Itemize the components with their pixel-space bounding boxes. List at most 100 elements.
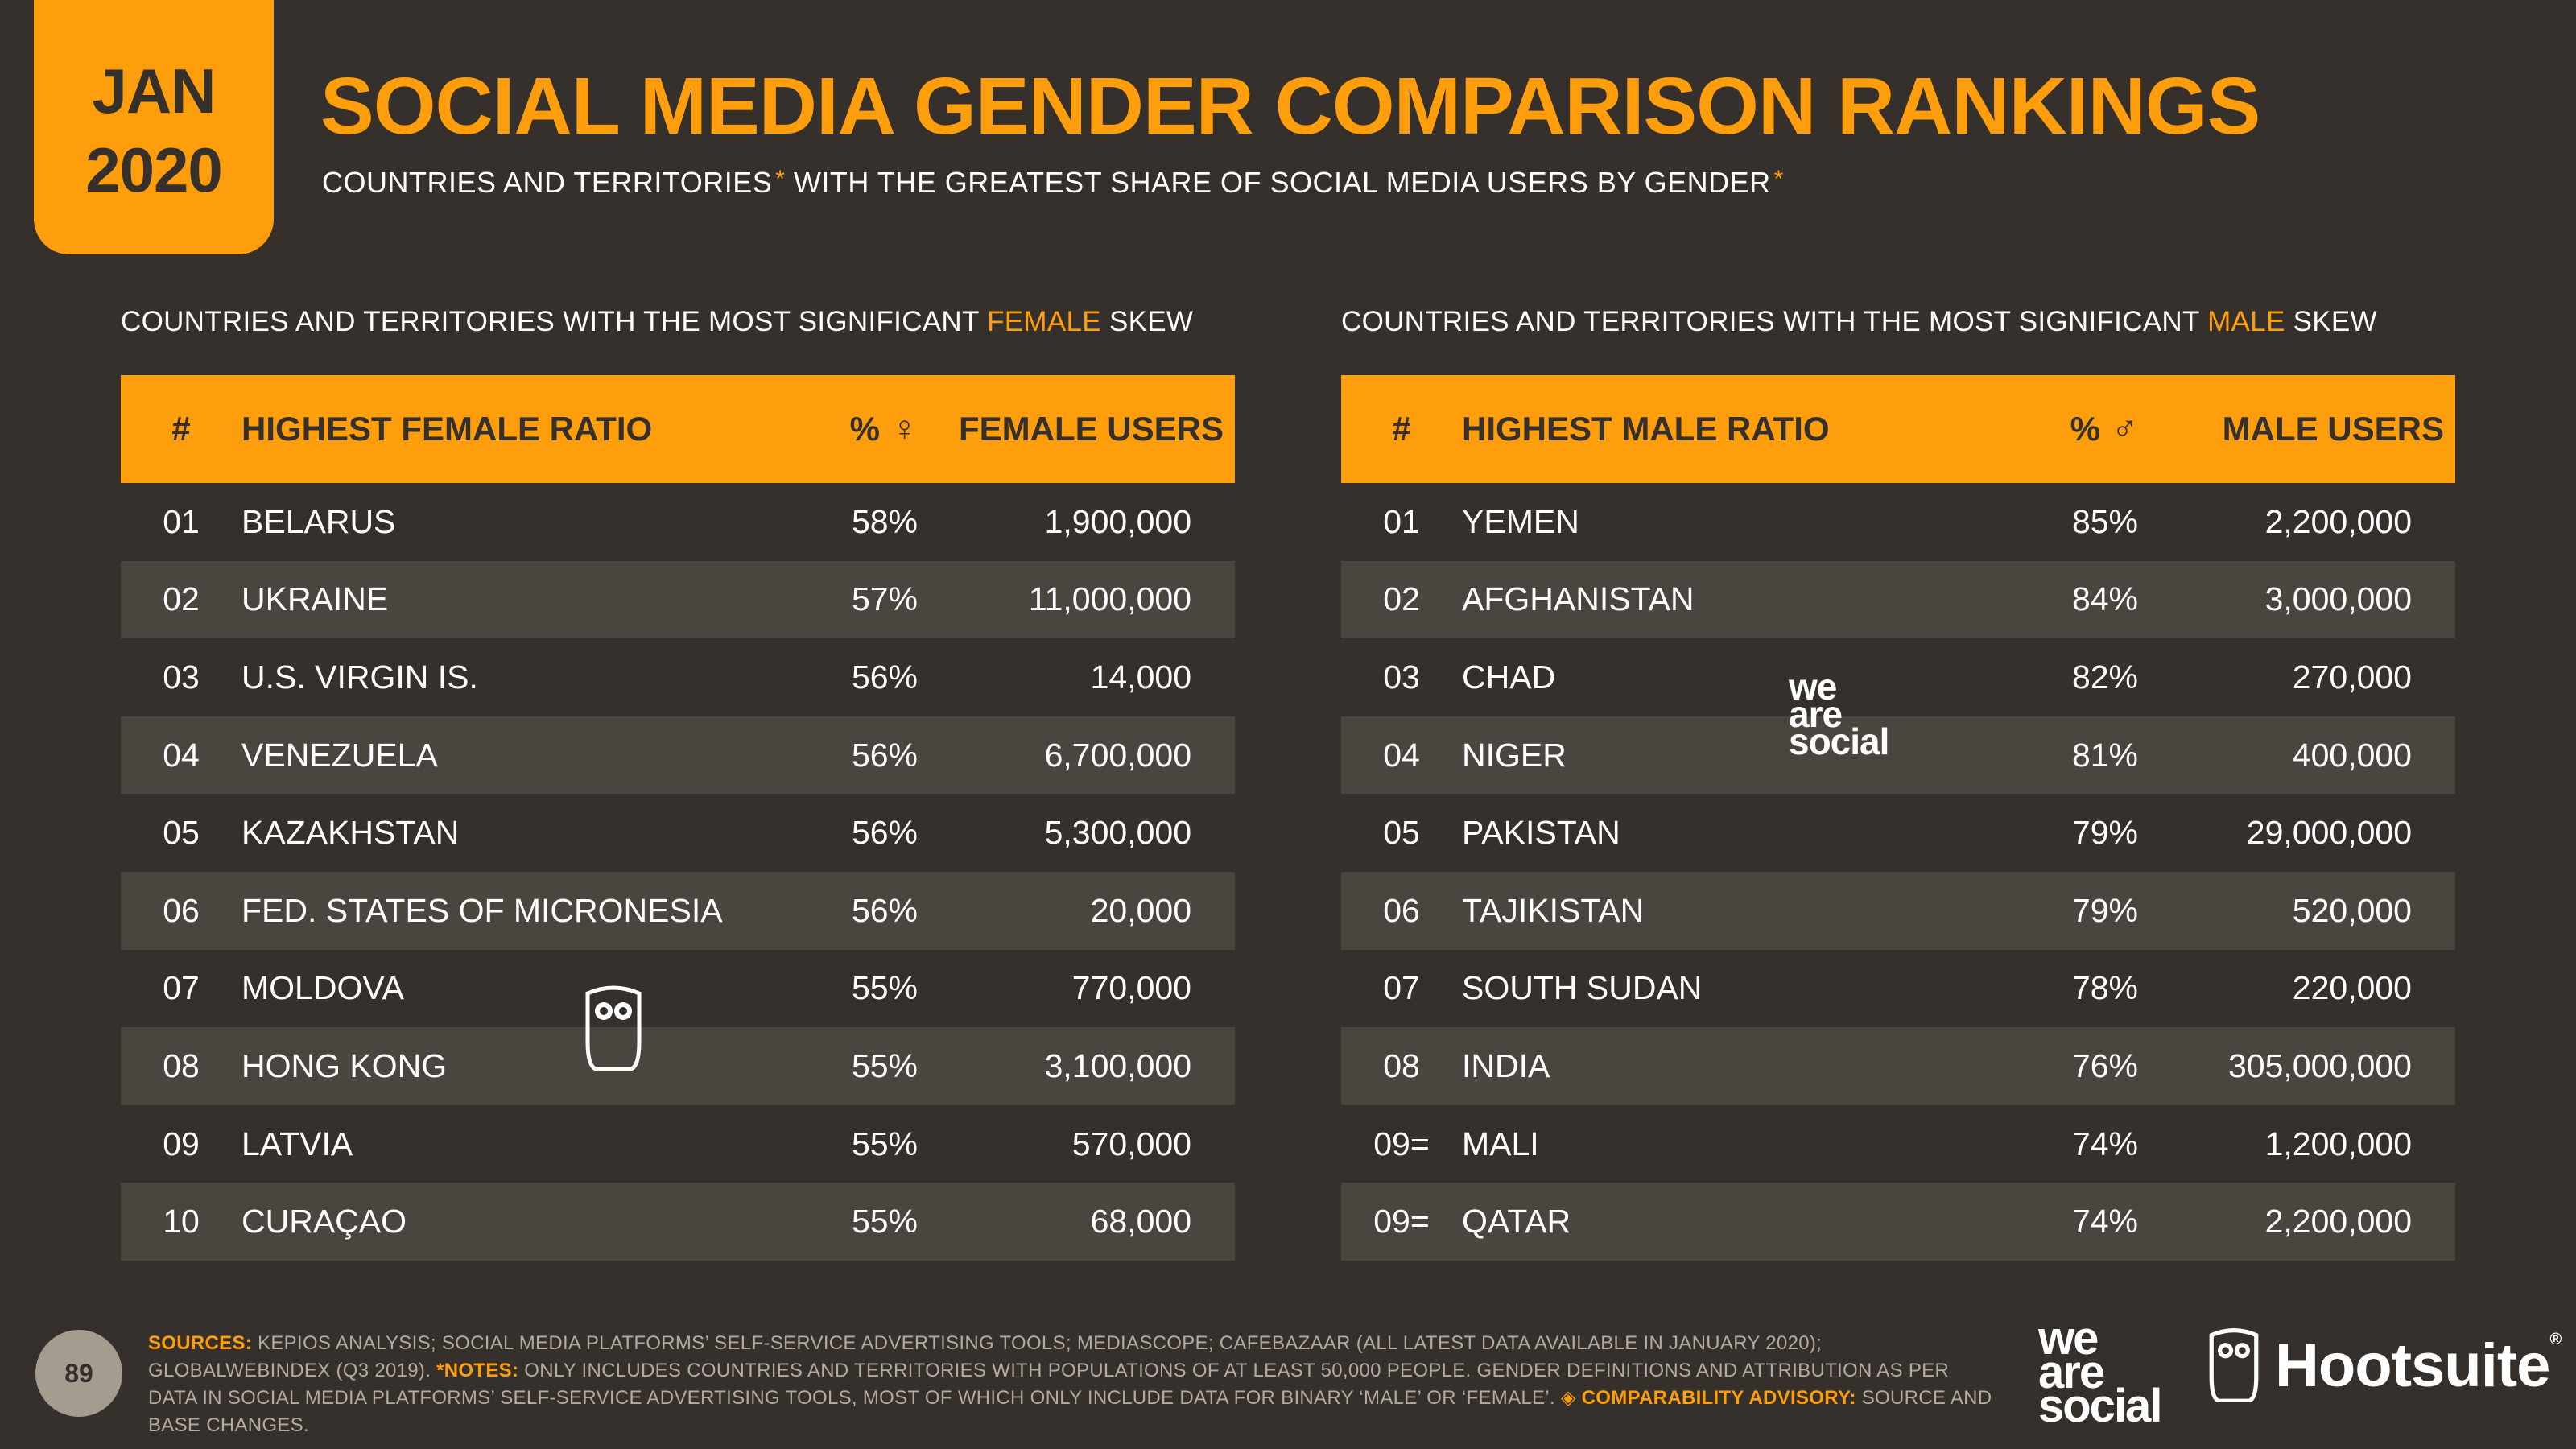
country-cell: UKRAINE <box>242 580 389 618</box>
male-table: # HIGHEST MALE RATIO % ♂ MALE USERS 01 YE… <box>1341 375 2455 1261</box>
users-cell: 400,000 <box>2292 736 2412 774</box>
percent-cell: 56% <box>851 891 918 929</box>
percent-cell: 76% <box>2071 1046 2138 1084</box>
percent-cell: 78% <box>2071 969 2138 1007</box>
percent-cell: 81% <box>2071 736 2138 774</box>
rank-cell: 06 <box>163 891 200 929</box>
users-cell: 68,000 <box>1090 1203 1191 1241</box>
country-cell: U.S. VIRGIN IS. <box>242 658 478 696</box>
rank-cell: 01 <box>163 502 200 540</box>
date-badge-month: JAN <box>92 56 216 126</box>
watermark-line: are <box>1789 693 1843 735</box>
country-cell: CURAÇAO <box>242 1203 407 1241</box>
table-row: 08 HONG KONG 55% 3,100,000 <box>121 1027 1235 1105</box>
rank-cell: 08 <box>163 1046 200 1084</box>
rank-cell: 05 <box>1383 814 1420 852</box>
page-number: 89 <box>35 1330 122 1417</box>
country-cell: BELARUS <box>242 502 396 540</box>
table-body: 01 BELARUS 58% 1,900,000 02 UKRAINE 57% 11,000,… <box>121 483 1235 1261</box>
table-row: 04 VENEZUELA 56% 6,700,000 <box>121 716 1235 795</box>
rank-cell: 06 <box>1383 891 1420 929</box>
hootsuite-owl-icon <box>2209 1328 2259 1402</box>
subtitle-part2: WITH THE GREATEST SHARE OF SOCIAL MEDIA … <box>785 166 1771 199</box>
rank-cell: 10 <box>163 1203 200 1241</box>
rank-cell: 02 <box>1383 580 1420 618</box>
percent-cell: 79% <box>2071 891 2138 929</box>
table-row: 09 LATVIA 55% 570,000 <box>121 1105 1235 1183</box>
we-are-social-watermark: we are social <box>1789 666 1889 760</box>
percent-cell: 56% <box>851 814 918 852</box>
header-name: HIGHEST MALE RATIO <box>1462 410 1830 448</box>
country-cell: TAJIKISTAN <box>1462 891 1645 929</box>
percent-cell: 79% <box>2071 814 2138 852</box>
percent-cell: 56% <box>851 736 918 774</box>
percent-cell: 57% <box>851 580 918 618</box>
rank-cell: 02 <box>163 580 200 618</box>
country-cell: VENEZUELA <box>242 736 438 774</box>
percent-cell: 58% <box>851 502 918 540</box>
header-pct: % ♂ <box>1977 409 2138 449</box>
users-cell: 14,000 <box>1090 658 1191 696</box>
country-cell: INDIA <box>1462 1046 1550 1084</box>
logo-line: we <box>2038 1312 2099 1364</box>
rank-cell: 04 <box>163 736 200 774</box>
country-cell: MALI <box>1462 1125 1539 1162</box>
users-cell: 1,200,000 <box>2264 1125 2412 1162</box>
notes-label: *NOTES: <box>436 1360 519 1381</box>
notes-text: ONLY INCLUDES COUNTRIES AND TERRITORIES … <box>148 1360 1950 1409</box>
footnote: SOURCES: KEPIOS ANALYSIS; SOCIAL MEDIA P… <box>148 1330 2000 1439</box>
country-cell: FED. STATES OF MICRONESIA <box>242 891 723 929</box>
rank-cell: 08 <box>1383 1046 1420 1084</box>
users-cell: 1,900,000 <box>1044 502 1191 540</box>
percent-cell: 55% <box>851 1203 918 1241</box>
table-row: 09= MALI 74% 1,200,000 <box>1341 1105 2455 1183</box>
male-symbol-icon: ♂ <box>2112 409 2138 448</box>
users-cell: 5,300,000 <box>1044 814 1191 852</box>
page-subtitle: COUNTRIES AND TERRITORIES * WITH THE GREA… <box>322 166 1784 200</box>
female-table: # HIGHEST FEMALE RATIO % ♀ FEMALE USERS … <box>121 375 1235 1261</box>
female-section-heading: COUNTRIES AND TERRITORIES WITH THE MOST … <box>121 306 1193 338</box>
table-row: 06 FED. STATES OF MICRONESIA 56% 20,000 <box>121 871 1235 950</box>
country-cell: YEMEN <box>1462 502 1579 540</box>
sources-label: SOURCES: <box>148 1332 253 1354</box>
rank-cell: 09= <box>1373 1125 1430 1162</box>
table-header: # HIGHEST FEMALE RATIO % ♀ FEMALE USERS <box>121 375 1235 483</box>
male-section-heading: COUNTRIES AND TERRITORIES WITH THE MOST … <box>1341 306 2377 338</box>
heading-text: COUNTRIES AND TERRITORIES WITH THE MOST … <box>1341 306 2208 337</box>
table-row: 04 NIGER 81% 400,000 <box>1341 716 2455 795</box>
logo-line: are <box>2038 1346 2105 1398</box>
rank-cell: 09 <box>163 1125 200 1162</box>
users-cell: 2,200,000 <box>2264 502 2412 540</box>
country-cell: PAKISTAN <box>1462 814 1620 852</box>
sources-text: KEPIOS ANALYSIS; SOCIAL MEDIA PLATFORMS’… <box>148 1332 1823 1381</box>
users-cell: 2,200,000 <box>2264 1203 2412 1241</box>
watermark-line: we <box>1789 666 1837 708</box>
rank-cell: 07 <box>1383 969 1420 1007</box>
heading-text: COUNTRIES AND TERRITORIES WITH THE MOST … <box>121 306 988 337</box>
rank-cell: 03 <box>163 658 200 696</box>
table-row: 03 CHAD 82% 270,000 <box>1341 638 2455 716</box>
registered-mark: ® <box>2549 1330 2562 1348</box>
users-cell: 3,100,000 <box>1044 1046 1191 1084</box>
rank-cell: 03 <box>1383 658 1420 696</box>
table-row: 03 U.S. VIRGIN IS. 56% 14,000 <box>121 638 1235 716</box>
page-title: SOCIAL MEDIA GENDER COMPARISON RANKINGS <box>320 61 2260 151</box>
subtitle-asterisk: * <box>775 166 786 192</box>
header-pct-label: % <box>849 410 880 448</box>
header-pct: % ♀ <box>757 409 918 449</box>
percent-cell: 82% <box>2071 658 2138 696</box>
country-cell: CHAD <box>1462 658 1556 696</box>
hootsuite-text: Hootsuite <box>2275 1331 2550 1400</box>
heading-highlight: FEMALE <box>987 306 1101 337</box>
users-cell: 3,000,000 <box>2264 580 2412 618</box>
female-symbol-icon: ♀ <box>891 409 918 448</box>
header-pct-label: % <box>2070 410 2100 448</box>
country-cell: MOLDOVA <box>242 969 404 1007</box>
hootsuite-owl-watermark-icon <box>585 985 642 1071</box>
header-users: MALE USERS <box>2222 410 2444 448</box>
rank-cell: 07 <box>163 969 200 1007</box>
percent-cell: 55% <box>851 1125 918 1162</box>
table-row: 01 BELARUS 58% 1,900,000 <box>121 483 1235 561</box>
percent-cell: 55% <box>851 969 918 1007</box>
percent-cell: 84% <box>2071 580 2138 618</box>
